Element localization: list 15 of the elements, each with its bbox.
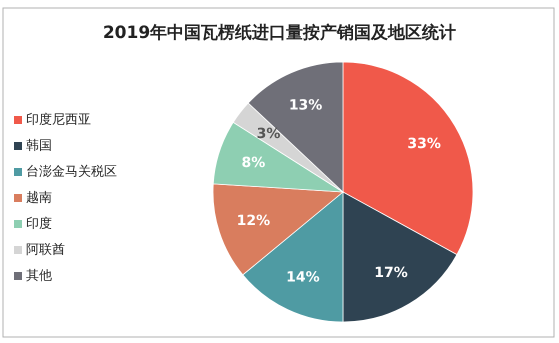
legend-label: 台澎金马关税区 [26, 164, 117, 180]
legend-label: 印度尼西亚 [26, 112, 91, 128]
data-label: 33% [407, 136, 441, 152]
legend-label: 越南 [26, 190, 52, 206]
legend-label: 韩国 [26, 138, 52, 154]
data-label: 14% [286, 269, 320, 286]
legend-label: 印度 [26, 216, 52, 232]
legend-label: 阿联酋 [26, 242, 65, 258]
data-label: 17% [374, 265, 408, 282]
data-label: 12% [236, 213, 270, 230]
data-label: 13% [288, 98, 322, 114]
data-label: 8% [241, 154, 266, 171]
chart-title: 2019年中国瓦楞纸进口量按产销国及地区统计 [102, 23, 456, 43]
data-label: 3% [256, 126, 280, 142]
legend-label: 其他 [26, 268, 52, 284]
